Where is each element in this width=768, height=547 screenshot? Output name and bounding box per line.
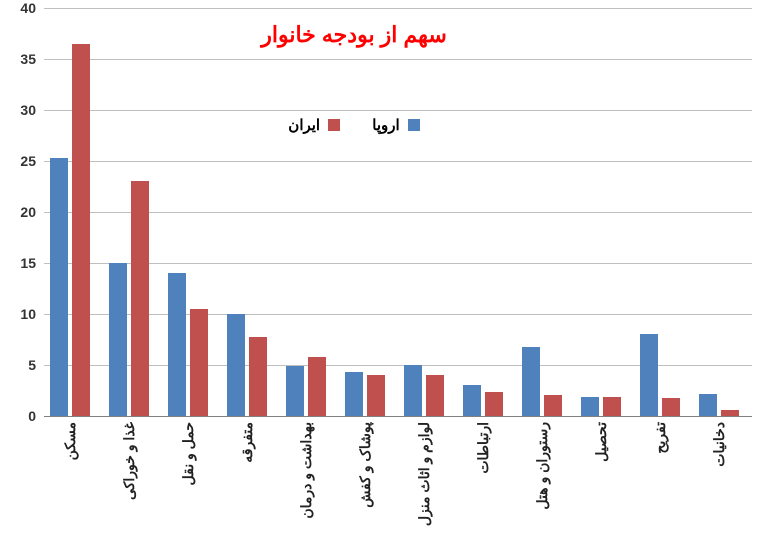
x-tick-label: غذا و خوراکی bbox=[121, 422, 137, 500]
y-tick-label: 20 bbox=[20, 204, 36, 220]
bar bbox=[522, 347, 540, 416]
bar bbox=[109, 263, 127, 416]
y-tick-label: 0 bbox=[28, 408, 36, 424]
x-tick-label: بهداشت و درمان bbox=[298, 422, 314, 519]
bar bbox=[485, 392, 503, 416]
bar bbox=[603, 397, 621, 416]
bar bbox=[168, 273, 186, 416]
x-tick-label: پوشاک و کفش bbox=[357, 422, 373, 508]
bar bbox=[50, 158, 68, 416]
gridline bbox=[44, 314, 752, 315]
y-tick-label: 35 bbox=[20, 51, 36, 67]
bar bbox=[640, 334, 658, 416]
bar bbox=[131, 181, 149, 416]
bar bbox=[308, 357, 326, 416]
gridline bbox=[44, 110, 752, 111]
bar bbox=[286, 366, 304, 416]
bar bbox=[544, 395, 562, 416]
y-tick-label: 10 bbox=[20, 306, 36, 322]
bar bbox=[662, 398, 680, 416]
bar bbox=[699, 394, 717, 416]
bar bbox=[721, 410, 739, 416]
y-tick-label: 5 bbox=[28, 357, 36, 373]
y-tick-label: 15 bbox=[20, 255, 36, 271]
bar bbox=[345, 372, 363, 416]
bar bbox=[227, 314, 245, 416]
gridline bbox=[44, 212, 752, 213]
x-tick-label: رستوران و هتل bbox=[534, 422, 550, 510]
plot-area: 0510152025303540مسکنغذا و خوراکیحمل و نق… bbox=[44, 8, 752, 416]
y-tick-label: 30 bbox=[20, 102, 36, 118]
bar bbox=[581, 397, 599, 416]
bar bbox=[72, 44, 90, 416]
x-tick-label: لوازم و اثاث منزل bbox=[416, 422, 432, 526]
y-tick-label: 25 bbox=[20, 153, 36, 169]
bar bbox=[463, 385, 481, 416]
gridline bbox=[44, 161, 752, 162]
x-tick-label: تحصیل bbox=[593, 422, 609, 462]
x-tick-label: تفریح bbox=[652, 422, 668, 454]
y-tick-label: 40 bbox=[20, 0, 36, 16]
gridline bbox=[44, 59, 752, 60]
x-tick-label: متفرقه bbox=[239, 422, 255, 463]
x-tick-label: مسکن bbox=[62, 422, 78, 460]
bar bbox=[249, 337, 267, 416]
x-tick-label: دخانیات bbox=[711, 422, 727, 467]
gridline bbox=[44, 263, 752, 264]
bar bbox=[426, 375, 444, 416]
x-tick-label: ارتباطات bbox=[475, 422, 491, 474]
chart-container: سهم از بودجه خانوار اروپا ایران 05101520… bbox=[0, 0, 768, 547]
bar bbox=[404, 365, 422, 416]
bar bbox=[367, 375, 385, 416]
gridline bbox=[44, 8, 752, 9]
bar bbox=[190, 309, 208, 416]
x-tick-label: حمل و نقل bbox=[180, 422, 196, 485]
